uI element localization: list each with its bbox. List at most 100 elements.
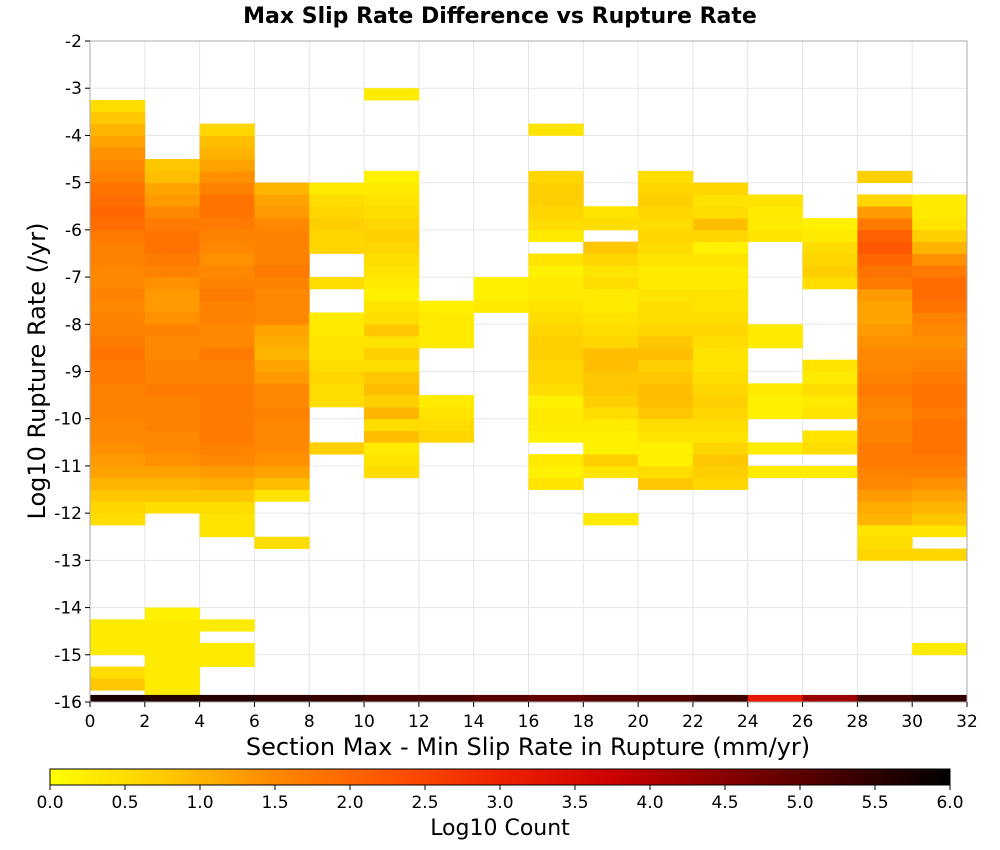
heatmap-cell (528, 383, 584, 396)
heatmap-cell (528, 430, 584, 443)
heatmap-cell (254, 253, 310, 266)
heatmap-cell (144, 347, 201, 361)
x-tick-label: 28 (847, 712, 869, 732)
heatmap-cell (857, 336, 913, 349)
heatmap-cell (418, 406, 475, 420)
heatmap-cell (912, 383, 968, 396)
heatmap-cell (254, 359, 310, 372)
heatmap-cell (364, 406, 420, 420)
heatmap-cell (583, 324, 639, 337)
y-tick-label: -10 (54, 410, 82, 430)
heatmap-cell (912, 442, 968, 455)
x-tick-label: 12 (408, 712, 430, 732)
heatmap-cell (90, 300, 146, 313)
heatmap-cell (528, 182, 584, 195)
heatmap-cell (309, 359, 365, 372)
heatmap-cell (747, 194, 803, 207)
heatmap-cell (747, 694, 803, 702)
heatmap-cell (802, 229, 858, 243)
heatmap-cell (692, 418, 749, 431)
heatmap-cell (692, 406, 749, 420)
heatmap-cell (418, 430, 475, 443)
heatmap-cell (912, 501, 968, 514)
heatmap-cell (857, 418, 913, 431)
heatmap-cell (254, 454, 310, 467)
heatmap-cell (583, 265, 639, 278)
heatmap-cell (364, 465, 420, 479)
colorbar-tick-label: 5.5 (861, 793, 888, 813)
heatmap-cell (199, 418, 255, 431)
heatmap-cell (912, 253, 968, 266)
heatmap-cell (747, 218, 803, 231)
heatmap-cell (857, 371, 913, 384)
heatmap-cell (364, 88, 420, 101)
heatmap-cell (90, 442, 146, 455)
heatmap-cell (418, 336, 475, 349)
heatmap-cell (144, 194, 201, 207)
heatmap-cell (692, 347, 749, 361)
heatmap-cell (638, 194, 694, 207)
heatmap-cell (802, 253, 858, 266)
heatmap-cell (528, 694, 584, 702)
heatmap-cell (528, 465, 584, 479)
heatmap-cell (692, 454, 749, 467)
heatmap-cell (199, 218, 255, 231)
heatmap-cell (364, 265, 420, 278)
heatmap-cell (364, 371, 420, 384)
heatmap-cell (692, 359, 749, 372)
heatmap-cell (583, 288, 639, 302)
heatmap-cell (583, 277, 639, 290)
heatmap-cell (364, 418, 420, 431)
heatmap-cell (802, 371, 858, 384)
heatmap-cell (912, 489, 968, 502)
heatmap-cell (912, 548, 968, 561)
heatmap-cell (692, 265, 749, 278)
heatmap-cell (692, 300, 749, 313)
heatmap-cell (199, 383, 255, 396)
heatmap-cell (199, 430, 255, 443)
heatmap-cell (528, 300, 584, 313)
heatmap-cell (90, 123, 146, 136)
heatmap-cell (857, 312, 913, 325)
heatmap-cell (144, 218, 201, 231)
heatmap-cell (90, 100, 146, 113)
heatmap-cell (144, 406, 201, 420)
heatmap-cell (912, 288, 968, 302)
heatmap-cell (692, 383, 749, 396)
heatmap-cell (309, 218, 365, 231)
heatmap-cell (144, 430, 201, 443)
heatmap-cell (583, 383, 639, 396)
heatmap-cell (747, 442, 803, 455)
heatmap-cell (144, 465, 201, 479)
heatmap-cell (254, 347, 310, 361)
heatmap-cell (802, 218, 858, 231)
heatmap-cell (638, 324, 694, 337)
heatmap-cell (857, 324, 913, 337)
heatmap-cell (144, 678, 201, 691)
heatmap-cell (364, 288, 420, 302)
heatmap-cell (90, 430, 146, 443)
heatmap-cell (912, 477, 968, 490)
heatmap-cell (364, 253, 420, 266)
heatmap-cell (583, 513, 639, 526)
heatmap-cell (254, 442, 310, 455)
heatmap-cell (692, 371, 749, 384)
heatmap-cell (364, 229, 420, 243)
heatmap-cell (199, 654, 255, 667)
heatmap-cell (254, 229, 310, 243)
heatmap-cell (912, 395, 968, 408)
heatmap-cell (692, 694, 749, 702)
heatmap-cell (199, 501, 255, 514)
heatmap-cell (90, 501, 146, 514)
heatmap-cell (857, 395, 913, 408)
heatmap-cell (638, 170, 694, 184)
heatmap-cell (144, 359, 201, 372)
heatmap-cell (364, 395, 420, 408)
heatmap-cell (857, 300, 913, 313)
heatmap-cell (144, 241, 201, 254)
heatmap-cell (144, 489, 201, 502)
heatmap-cell (309, 194, 365, 207)
heatmap-cell (857, 442, 913, 455)
heatmap-cell (144, 170, 201, 184)
heatmap-cell (90, 147, 146, 160)
